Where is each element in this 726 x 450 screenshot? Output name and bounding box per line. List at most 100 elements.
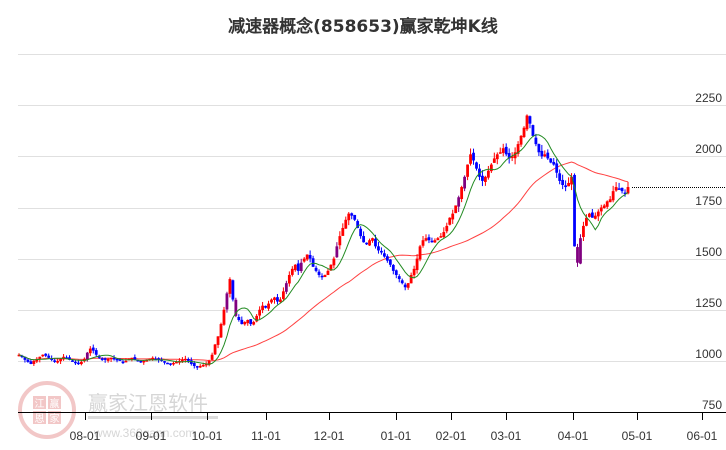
x-tick-label: 02-01 [436, 429, 467, 443]
candle-body [356, 221, 360, 228]
candle-body [26, 359, 30, 362]
candle-body [290, 268, 294, 275]
candle-body [231, 280, 235, 300]
x-tick-label: 10-01 [192, 429, 223, 443]
candle-body [59, 358, 62, 362]
candle-body [415, 258, 419, 271]
y-tick-label: 1750 [695, 194, 722, 208]
candle-body [299, 262, 303, 272]
x-tick-label: 08-01 [70, 429, 101, 443]
x-tick-label: 04-01 [558, 429, 589, 443]
candle-body [317, 271, 321, 275]
candle-body [442, 232, 446, 237]
candle-body [596, 211, 600, 217]
candle-body [79, 361, 83, 365]
candle-body [100, 358, 104, 360]
candle-body [264, 305, 267, 308]
candle-body [365, 242, 368, 245]
candle-body [534, 137, 538, 145]
candle-body [593, 215, 597, 219]
candle-body [359, 228, 363, 237]
candle-body [234, 299, 238, 316]
y-axis: 750 1000 1250 1500 1750 2000 2250 [695, 91, 722, 412]
candle-body [326, 270, 330, 276]
x-tick-label: 06-01 [687, 429, 718, 443]
candle-body [198, 365, 202, 368]
candle-body [320, 275, 324, 278]
candle-body [216, 336, 220, 345]
candle-body [380, 250, 383, 253]
chart-title: 减速器概念(858653)赢家乾坤K线 [228, 17, 498, 37]
candle-body [623, 192, 627, 195]
candle-body [237, 316, 241, 320]
candle-body [540, 150, 544, 157]
candle-body [287, 274, 291, 284]
candle-body [620, 187, 624, 192]
candle-body [329, 264, 333, 271]
candle-body [103, 358, 107, 360]
candle-body [204, 363, 208, 366]
candle-body [133, 357, 137, 360]
candle-body [412, 268, 416, 276]
candle-body [555, 163, 559, 173]
candle-body [243, 322, 247, 325]
candle-body [41, 354, 45, 357]
candle-body [225, 293, 229, 310]
candle-body [314, 267, 318, 271]
candle-body [406, 283, 410, 288]
candle-body [186, 359, 190, 361]
candle-body [421, 240, 425, 246]
candle-body [537, 144, 541, 153]
candle-body [522, 127, 526, 137]
candle-body [614, 187, 618, 191]
candle-body [445, 225, 449, 232]
candle-body [151, 357, 155, 360]
candle-body [576, 247, 579, 263]
candle-body [258, 309, 262, 316]
candle-body [567, 182, 570, 187]
x-tick-label: 05-01 [622, 429, 653, 443]
candle-body [65, 357, 68, 359]
candle-body [495, 154, 499, 160]
candle-body [590, 212, 594, 218]
candle-body [332, 258, 336, 266]
watermark-logo-icon [18, 381, 76, 439]
candlesticks [17, 114, 630, 370]
candle-body [121, 361, 125, 364]
ma-long-line [18, 161, 629, 362]
candle-body [397, 276, 401, 280]
x-tick-label: 11-01 [251, 429, 281, 443]
candle-body [573, 174, 576, 247]
candle-body [489, 164, 493, 172]
candle-body [448, 217, 452, 225]
candle-body [207, 360, 211, 365]
y-tick-label: 750 [702, 398, 722, 412]
candle-body [118, 359, 122, 361]
candle-body [115, 358, 119, 361]
candle-body [377, 246, 380, 251]
candle-body [157, 358, 161, 360]
candle-body [50, 358, 54, 360]
candle-body [56, 360, 60, 363]
candle-body [68, 357, 71, 360]
candle-body [385, 256, 389, 261]
candle-body [549, 158, 553, 163]
candle-body [35, 358, 39, 362]
candle-body [169, 363, 172, 365]
candle-body [284, 283, 288, 292]
watermark-brand-text: 赢家江恩软件 [88, 391, 208, 415]
candle-body [368, 240, 371, 246]
candle-body [602, 205, 606, 209]
candle-body [166, 362, 169, 365]
candle-body [276, 297, 279, 302]
candle-body [374, 238, 377, 247]
candle-body [311, 258, 315, 267]
candle-body [582, 225, 585, 238]
candle-body [347, 213, 351, 221]
candle-body [579, 238, 582, 264]
candle-body [427, 237, 431, 241]
candle-body [270, 299, 273, 303]
watermark-logo-char: 家 [50, 412, 60, 425]
candle-body [528, 116, 532, 124]
